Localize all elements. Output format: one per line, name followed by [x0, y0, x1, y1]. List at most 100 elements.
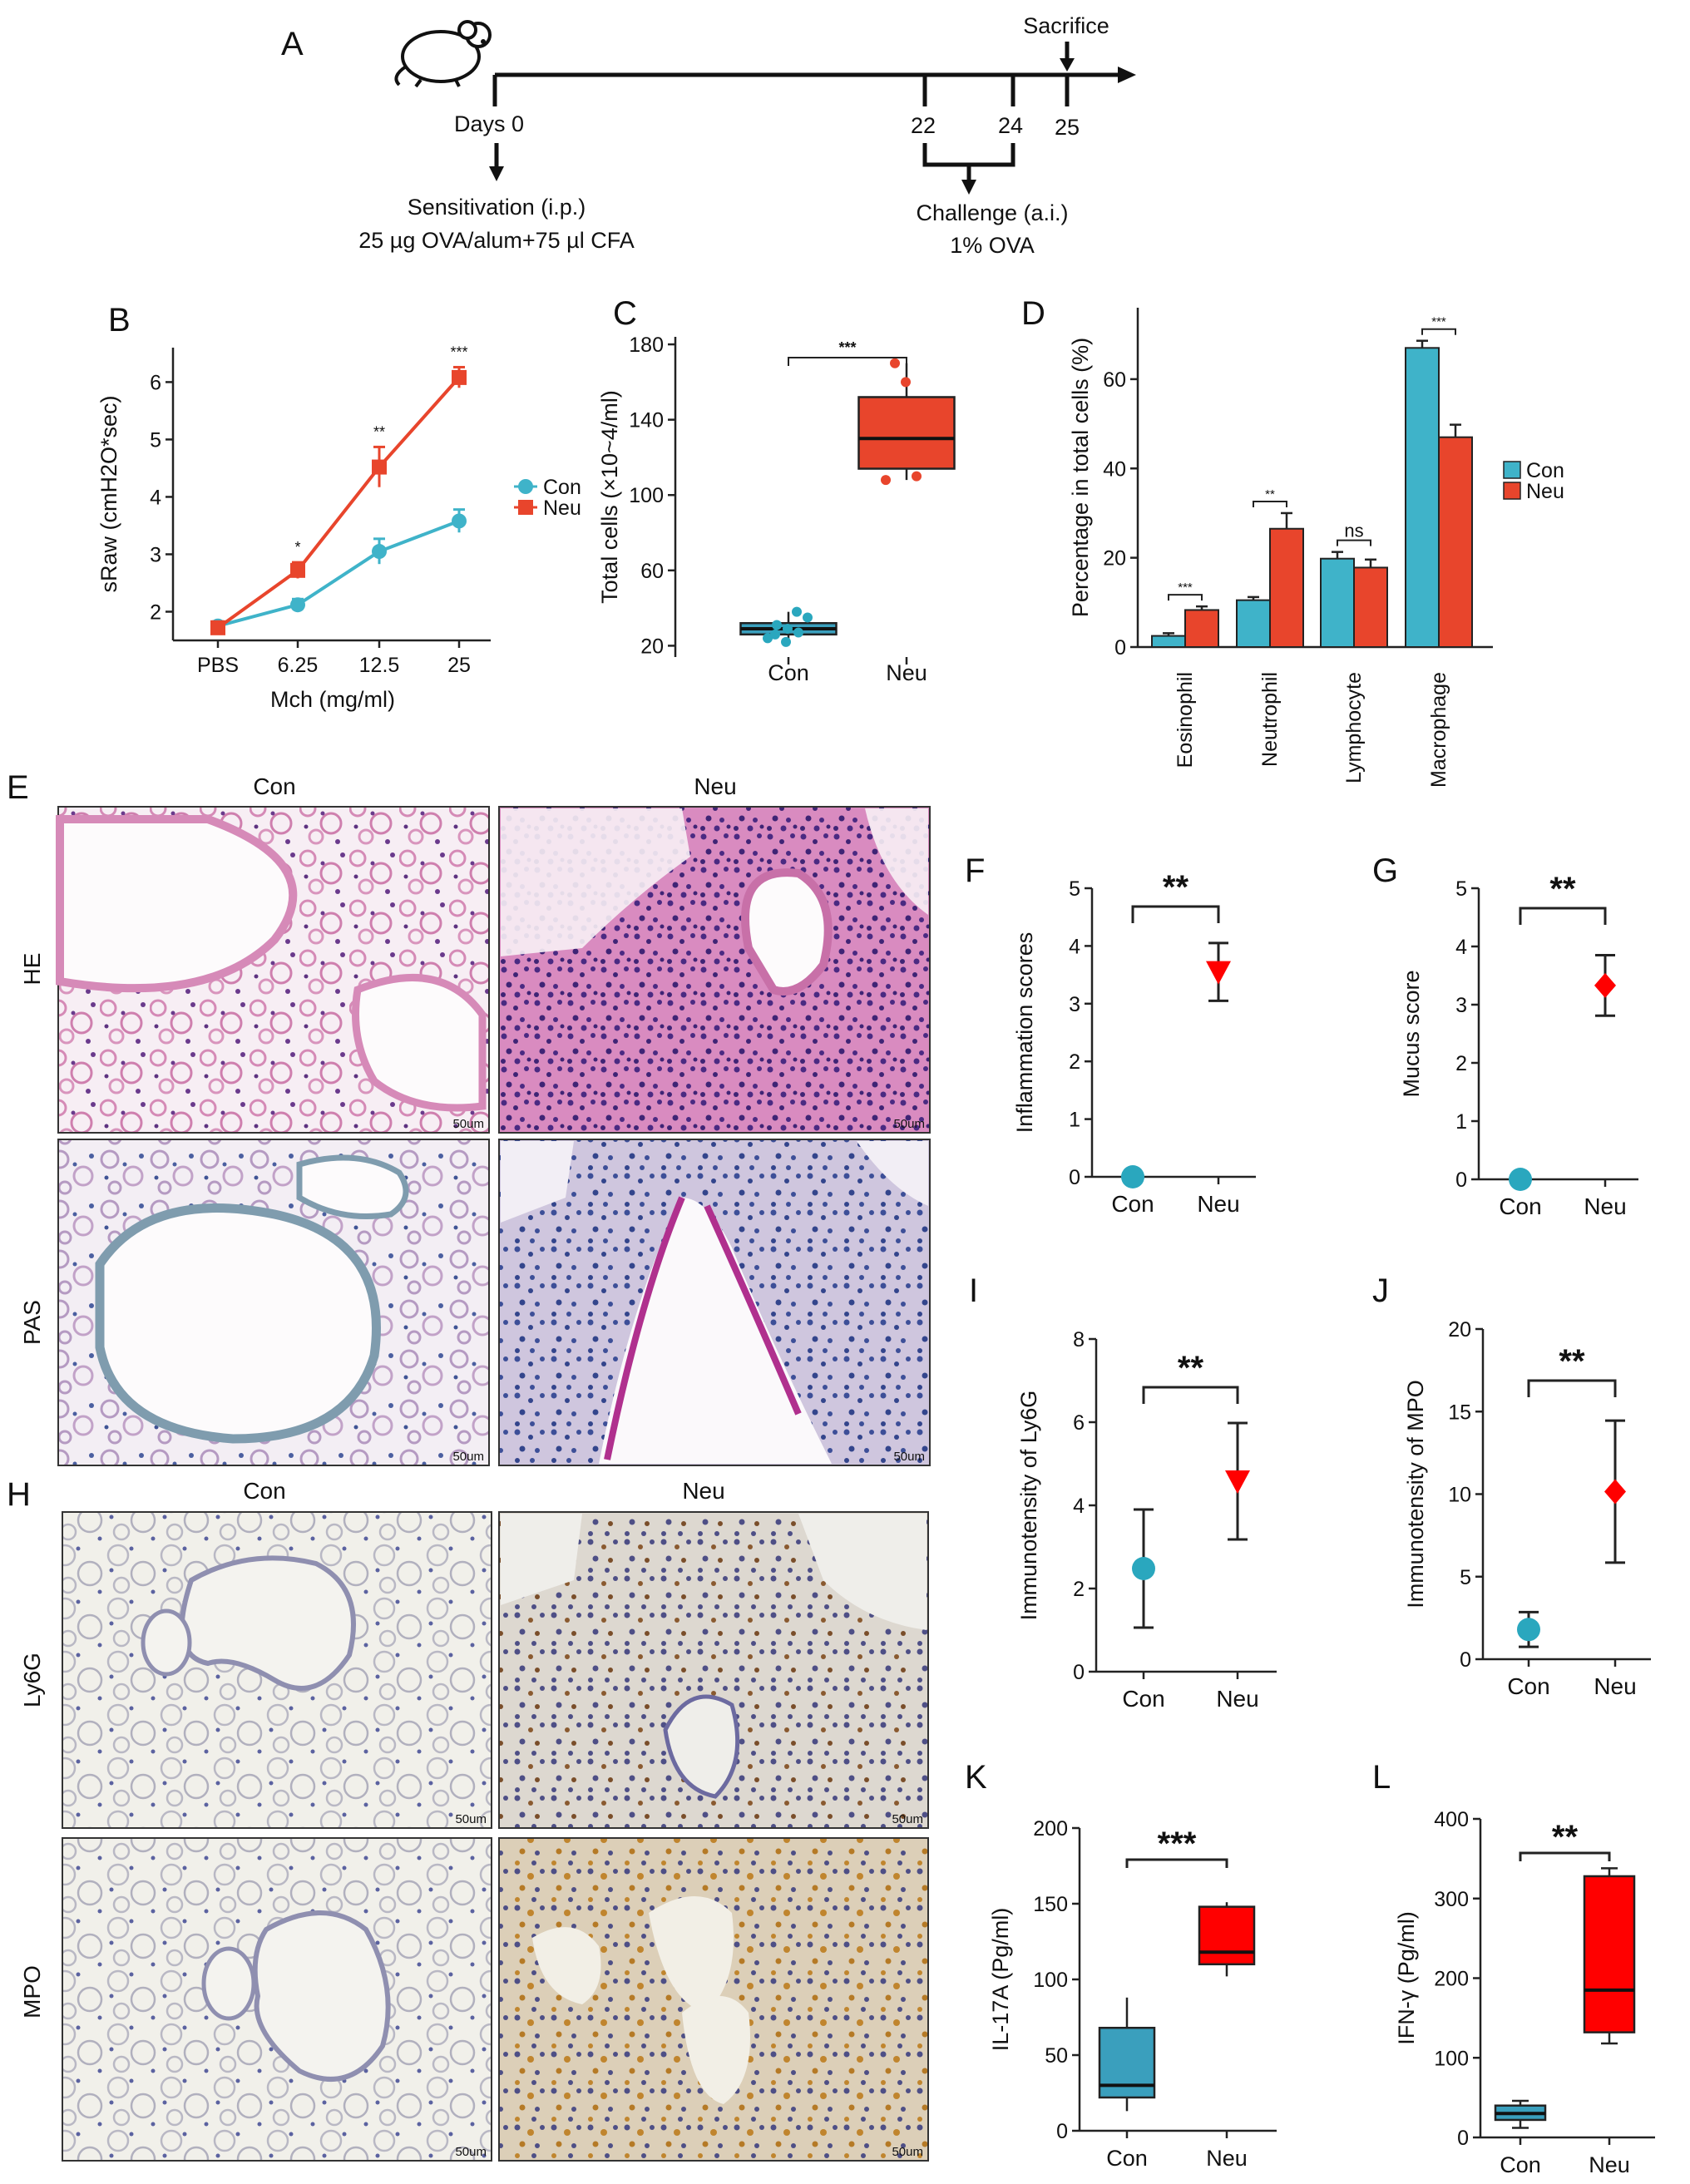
x-tick-label: Con: [1106, 2146, 1148, 2171]
y-tick-label: 20: [640, 635, 664, 658]
legend-label-neu: Neu: [543, 497, 581, 520]
x-tick-label: Con: [1111, 1191, 1154, 1217]
y-tick-label: 2: [1069, 1050, 1080, 1074]
data-point: [372, 459, 387, 475]
sensitization-dose: 25 µg OVA/alum+75 µl CFA: [358, 228, 635, 253]
challenge-bracket: [922, 143, 1015, 167]
y-tick-label: 100: [629, 484, 664, 507]
y-tick-label: 0: [1455, 1169, 1467, 1192]
y-axis-label: Immunotensity of Ly6G: [1016, 1391, 1041, 1621]
data-point: [372, 544, 387, 560]
panel-letter-j: J: [1372, 1272, 1389, 1309]
x-tick-label: Neu: [1216, 1686, 1258, 1712]
significance-bracket: [1131, 905, 1220, 923]
x-tick-label: Con: [768, 660, 809, 685]
x-tick-label: Con: [1500, 2152, 1541, 2177]
micrograph-ly6g-con: 50um: [62, 1511, 492, 1829]
series-line-neu: [216, 376, 461, 630]
data-point: [803, 612, 813, 623]
bar-neu: [1269, 527, 1304, 648]
h-row-ly6g: Ly6G: [19, 1653, 45, 1707]
micrograph-ly6g-neu: 50um: [498, 1511, 929, 1829]
data-point-con: [1121, 1165, 1144, 1188]
y-tick-label: 2: [150, 600, 161, 624]
data-point: [210, 620, 225, 635]
significance-star: **: [1559, 1343, 1585, 1380]
chart-g-mucus: 0 1 2 3 4 5 Mucus score Con Neu **: [1399, 871, 1638, 1219]
significance-bracket: [1142, 1386, 1239, 1404]
y-tick-label: 4: [1069, 935, 1080, 958]
significance-bracket: [1527, 1379, 1617, 1397]
chart-b-sraw: 2 3 4 5 6 sRaw (cmH2O*sec) PBS 6.25 12.5 25 Mch (m…: [96, 343, 581, 712]
x-tick-label: Con: [1507, 1673, 1549, 1699]
bar-neu: [1184, 609, 1219, 648]
panel-letter-a: A: [281, 26, 304, 62]
significance-bracket: [1125, 1858, 1228, 1868]
sacrifice-label: Sacrifice: [1023, 13, 1109, 38]
significance-bracket: [1519, 907, 1607, 925]
data-point: [290, 562, 305, 578]
x-tick-label: Neu: [1589, 2152, 1630, 2177]
y-tick-label: 0: [1460, 1648, 1471, 1672]
y-tick-label: 140: [629, 409, 664, 432]
x-tick-label: Neu: [1594, 1673, 1636, 1699]
x-tick-label: 25: [447, 654, 471, 677]
data-point: [770, 629, 780, 640]
y-tick-label: 0: [1056, 2120, 1068, 2143]
data-point-neu: [1594, 972, 1616, 998]
data-point-con: [1517, 1618, 1540, 1642]
x-tick-label: Neu: [886, 660, 927, 685]
y-tick-label: 0: [1114, 636, 1126, 660]
y-axis-label: sRaw (cmH2O*sec): [96, 395, 121, 592]
y-tick-label: 100: [1033, 1969, 1068, 1992]
mouse-icon: [394, 20, 492, 88]
significance-bracket: [788, 357, 907, 366]
panel-letter-e: E: [7, 769, 29, 806]
micrograph-mpo-con: 50um: [62, 1837, 492, 2162]
x-tick-label: PBS: [197, 654, 239, 677]
scale-pas-con: 50um: [452, 1450, 484, 1464]
x-tick-label: Con: [1499, 1193, 1541, 1219]
y-tick-label: 0: [1073, 1661, 1085, 1684]
significance-bracket: [1421, 328, 1456, 335]
x-tick-label: Neu: [1584, 1193, 1626, 1219]
y-axis-label: Inflammation scores: [1012, 932, 1037, 1134]
h-col-neu: Neu: [682, 1478, 724, 1504]
data-point-con: [1509, 1168, 1532, 1191]
scale-ly6g-con: 50um: [455, 1812, 487, 1826]
y-tick-label: 20: [1448, 1318, 1471, 1342]
bar-con: [1320, 557, 1355, 648]
y-axis-label: Immunotensity of MPO: [1403, 1380, 1428, 1608]
x-tick-label: 6.25: [278, 654, 319, 677]
data-point: [783, 624, 793, 635]
panel-letter-f: F: [965, 852, 985, 889]
sacrifice-arrow: [1060, 58, 1075, 72]
significance-star: *: [294, 539, 300, 556]
significance-star: ***: [1178, 581, 1193, 595]
x-tick-label: Neu: [1206, 2146, 1248, 2171]
significance-star: **: [1552, 1819, 1579, 1855]
box-neu: [857, 396, 956, 470]
legend-label-neu: Neu: [1526, 480, 1564, 503]
significance-star: ***: [1431, 315, 1446, 329]
y-tick-label: 20: [1103, 547, 1126, 571]
legend-label-con: Con: [1526, 459, 1564, 482]
y-tick-label: 5: [1460, 1566, 1471, 1589]
y-tick-label: 5: [1455, 877, 1467, 901]
y-axis-label: IFN-γ (Pg/ml): [1394, 1911, 1419, 2044]
y-tick-label: 40: [1103, 457, 1126, 481]
panel-letter-c: C: [613, 295, 637, 332]
legend-swatch-neu: [1503, 482, 1521, 500]
box-con: [1098, 2026, 1156, 2099]
day25-label: 25: [1055, 115, 1080, 140]
significance-bracket: [1253, 500, 1287, 507]
data-point: [290, 597, 305, 613]
chart-l-ifng: 0 100 200 300 400 IFN-γ (Pg/ml) Con Neu **: [1394, 1808, 1655, 2177]
micrograph-he-neu: 50um: [498, 806, 931, 1134]
scale-ly6g-neu: 50um: [892, 1812, 923, 1826]
panel-letter-i: I: [969, 1272, 978, 1309]
significance-star: **: [1178, 1350, 1204, 1386]
micrograph-pas-neu: 50um: [498, 1139, 931, 1466]
y-tick-label: 4: [1455, 936, 1467, 959]
